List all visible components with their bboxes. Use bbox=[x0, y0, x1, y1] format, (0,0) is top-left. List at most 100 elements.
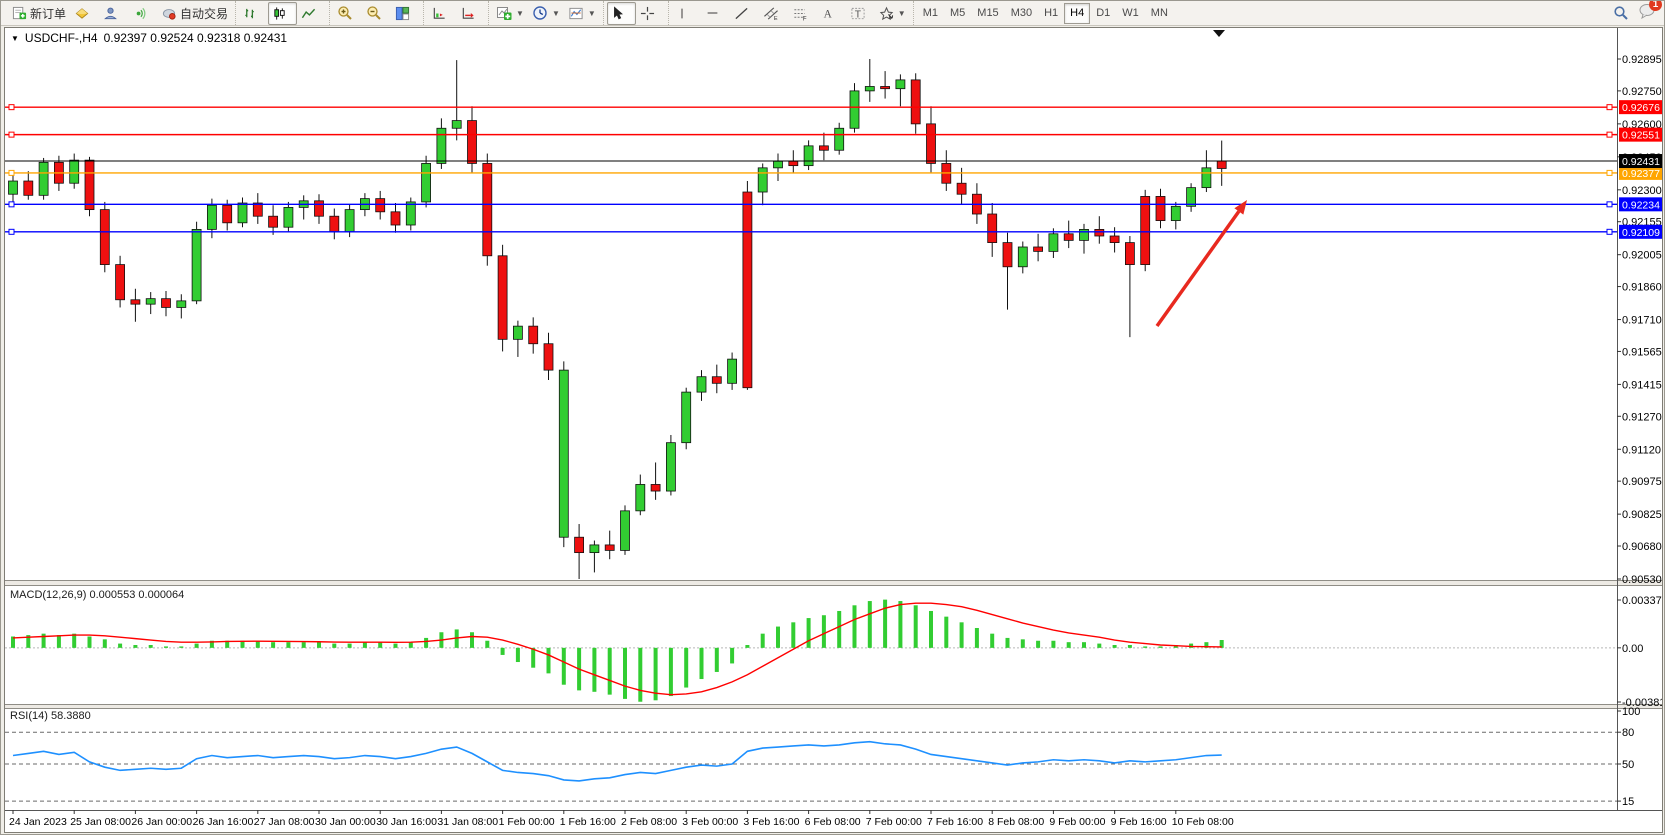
tf-m15-button[interactable]: M15 bbox=[977, 7, 999, 19]
macd-histogram-bar bbox=[990, 633, 995, 648]
auto-scroll-button[interactable] bbox=[427, 2, 456, 25]
candle-body bbox=[558, 369, 569, 538]
candle-body bbox=[176, 300, 187, 308]
chevron-down-icon: ▼ bbox=[551, 8, 560, 18]
tf-w1-button[interactable]: W1 bbox=[1122, 7, 1139, 19]
timeframe-group: M1 M5 M15 M30 H1 H4 D1 W1 MN bbox=[912, 1, 1177, 25]
macd-histogram-bar bbox=[225, 640, 230, 648]
templates-button[interactable]: ▼ bbox=[564, 2, 600, 25]
chevron-down-icon: ▼ bbox=[897, 8, 906, 18]
text-button[interactable]: A bbox=[817, 2, 846, 25]
macd-histogram-bar bbox=[1020, 639, 1025, 648]
signal-button[interactable] bbox=[128, 2, 157, 25]
chart-window[interactable]: 0.928950.927500.926000.924500.923000.921… bbox=[4, 27, 1663, 833]
candle-body bbox=[497, 255, 508, 340]
line-price-chip: 0.92109 bbox=[1619, 224, 1662, 239]
macd-histogram-bar bbox=[347, 643, 352, 648]
macd-histogram-bar bbox=[806, 618, 811, 648]
chart-ohlc-values: 0.92397 0.92524 0.92318 0.92431 bbox=[103, 31, 288, 45]
trend-arrow-object[interactable] bbox=[1155, 200, 1247, 328]
cursor-button[interactable] bbox=[606, 1, 636, 25]
template-icon bbox=[568, 6, 584, 21]
indicators-button[interactable]: ▼ bbox=[492, 2, 528, 25]
candle-body bbox=[314, 200, 324, 217]
svg-text:25 Jan 08:00: 25 Jan 08:00 bbox=[70, 816, 131, 828]
horizontal-line-object[interactable] bbox=[5, 104, 1617, 111]
chart-shift-marker[interactable] bbox=[1213, 30, 1225, 37]
macd-histogram-bar bbox=[301, 642, 306, 648]
text-label-button[interactable]: T bbox=[846, 2, 875, 25]
line-chart-button[interactable] bbox=[297, 2, 326, 25]
candle-body bbox=[23, 180, 34, 196]
chat-button[interactable]: 1 bbox=[1638, 1, 1662, 24]
macd-histogram-bar bbox=[531, 647, 536, 668]
candle-body bbox=[222, 204, 233, 224]
candle-body bbox=[1002, 242, 1013, 268]
crosshair-button[interactable] bbox=[636, 2, 665, 25]
macd-histogram-bar bbox=[26, 635, 31, 648]
candle-body bbox=[467, 120, 477, 164]
horizontal-line-button[interactable] bbox=[701, 2, 730, 25]
macd-histogram-bar bbox=[883, 599, 888, 648]
macd-histogram-bar bbox=[485, 640, 490, 648]
tf-m5-button[interactable]: M5 bbox=[950, 7, 966, 19]
candle-body bbox=[482, 163, 493, 257]
candle-body bbox=[206, 204, 217, 230]
line-price-chip: 0.92676 bbox=[1619, 100, 1662, 115]
macd-histogram-bar bbox=[837, 610, 842, 648]
auto-scroll-icon bbox=[431, 6, 447, 21]
candle-body bbox=[451, 120, 462, 129]
horizontal-line-object[interactable] bbox=[5, 131, 1617, 138]
zoom-out-button[interactable] bbox=[362, 2, 391, 25]
tf-mn-button[interactable]: MN bbox=[1150, 7, 1168, 19]
macd-histogram-bar bbox=[378, 642, 383, 648]
candle-body bbox=[757, 167, 768, 193]
tf-h4-button[interactable]: H4 bbox=[1064, 2, 1091, 24]
tf-m30-button[interactable]: M30 bbox=[1010, 7, 1033, 19]
vertical-line-button[interactable] bbox=[672, 2, 701, 25]
zoom-out-icon bbox=[366, 5, 382, 21]
macd-histogram-bar bbox=[41, 633, 46, 648]
macd-histogram-bar bbox=[1097, 643, 1102, 648]
candle-body bbox=[650, 484, 661, 492]
macd-histogram-bar bbox=[730, 647, 735, 664]
svg-text:T: T bbox=[855, 9, 862, 20]
candle-body bbox=[329, 215, 340, 233]
arrows-button[interactable]: ▼ bbox=[875, 2, 910, 25]
channel-button[interactable]: E bbox=[759, 2, 788, 25]
candle-body bbox=[1063, 233, 1074, 241]
gold-icon bbox=[74, 6, 90, 21]
svg-text:0.91120: 0.91120 bbox=[1622, 444, 1661, 456]
zoom-in-button[interactable] bbox=[333, 2, 362, 25]
candle-body bbox=[268, 215, 279, 228]
horizontal-line-object[interactable] bbox=[5, 169, 1617, 176]
svg-text:8 Feb 08:00: 8 Feb 08:00 bbox=[988, 816, 1044, 828]
bar-chart-button[interactable] bbox=[239, 2, 268, 25]
candlestick-chart-button[interactable] bbox=[268, 1, 298, 25]
svg-text:0.90530: 0.90530 bbox=[1622, 574, 1662, 586]
tf-d1-button[interactable]: D1 bbox=[1096, 7, 1111, 19]
horizontal-line-object[interactable] bbox=[5, 201, 1617, 208]
tile-windows-button[interactable] bbox=[391, 2, 420, 25]
candle-body bbox=[252, 202, 263, 217]
svg-text:0.92676: 0.92676 bbox=[1622, 102, 1660, 114]
time-axis[interactable]: 24 Jan 2023 25 Jan 08:00 26 Jan 00:00 26 Ja… bbox=[9, 810, 1234, 828]
svg-text:0.92300: 0.92300 bbox=[1622, 185, 1662, 197]
tf-h1-button[interactable]: H1 bbox=[1044, 7, 1059, 19]
search-button[interactable] bbox=[1609, 2, 1638, 25]
chart-canvas[interactable]: 0.928950.927500.926000.924500.923000.921… bbox=[5, 28, 1662, 832]
fibonacci-button[interactable]: F bbox=[788, 2, 817, 25]
tf-m1-button[interactable]: M1 bbox=[922, 7, 938, 19]
profile-button[interactable] bbox=[99, 2, 128, 25]
horizontal-line-object[interactable] bbox=[5, 228, 1617, 235]
macd-histogram-bar bbox=[317, 642, 321, 648]
autotrade-button[interactable]: 自动交易 bbox=[157, 2, 232, 25]
candle-body bbox=[1201, 167, 1212, 189]
candle-body bbox=[635, 484, 646, 512]
market-watch-button[interactable] bbox=[70, 2, 99, 25]
rsi-line bbox=[12, 740, 1222, 782]
new-order-button[interactable]: 新订单 bbox=[8, 2, 70, 25]
chart-shift-button[interactable] bbox=[456, 2, 485, 25]
trendline-button[interactable] bbox=[730, 2, 759, 25]
periods-button[interactable]: ▼ bbox=[528, 2, 564, 25]
